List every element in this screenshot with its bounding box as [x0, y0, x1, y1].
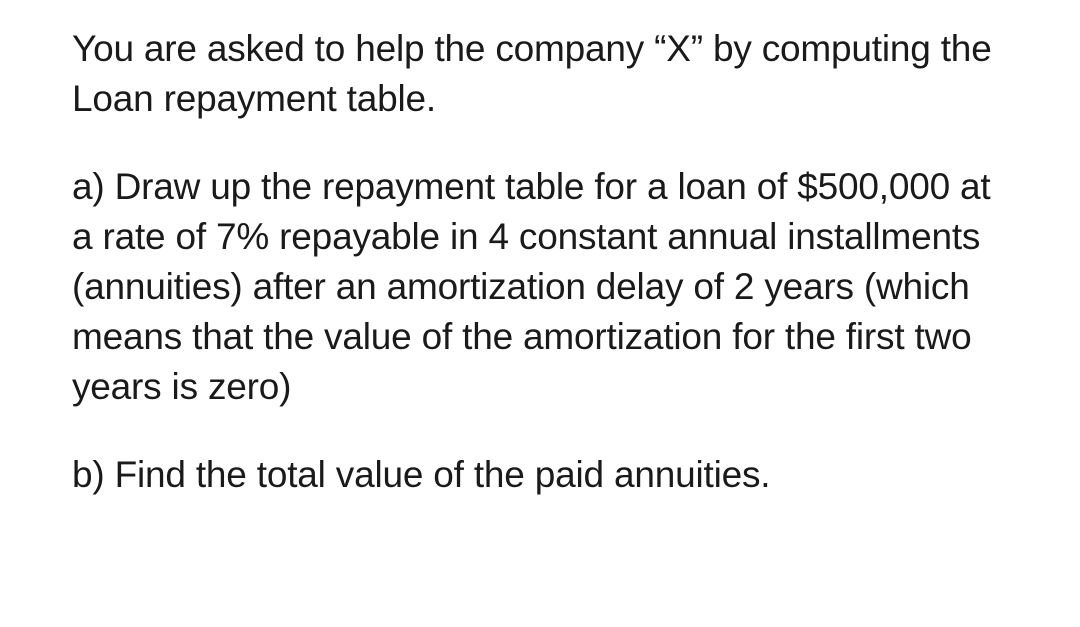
question-b-paragraph: b) Find the total value of the paid annu…	[72, 450, 1020, 500]
intro-paragraph: You are asked to help the company “X” by…	[72, 24, 1020, 124]
question-a-paragraph: a) Draw up the repayment table for a loa…	[72, 162, 1020, 412]
